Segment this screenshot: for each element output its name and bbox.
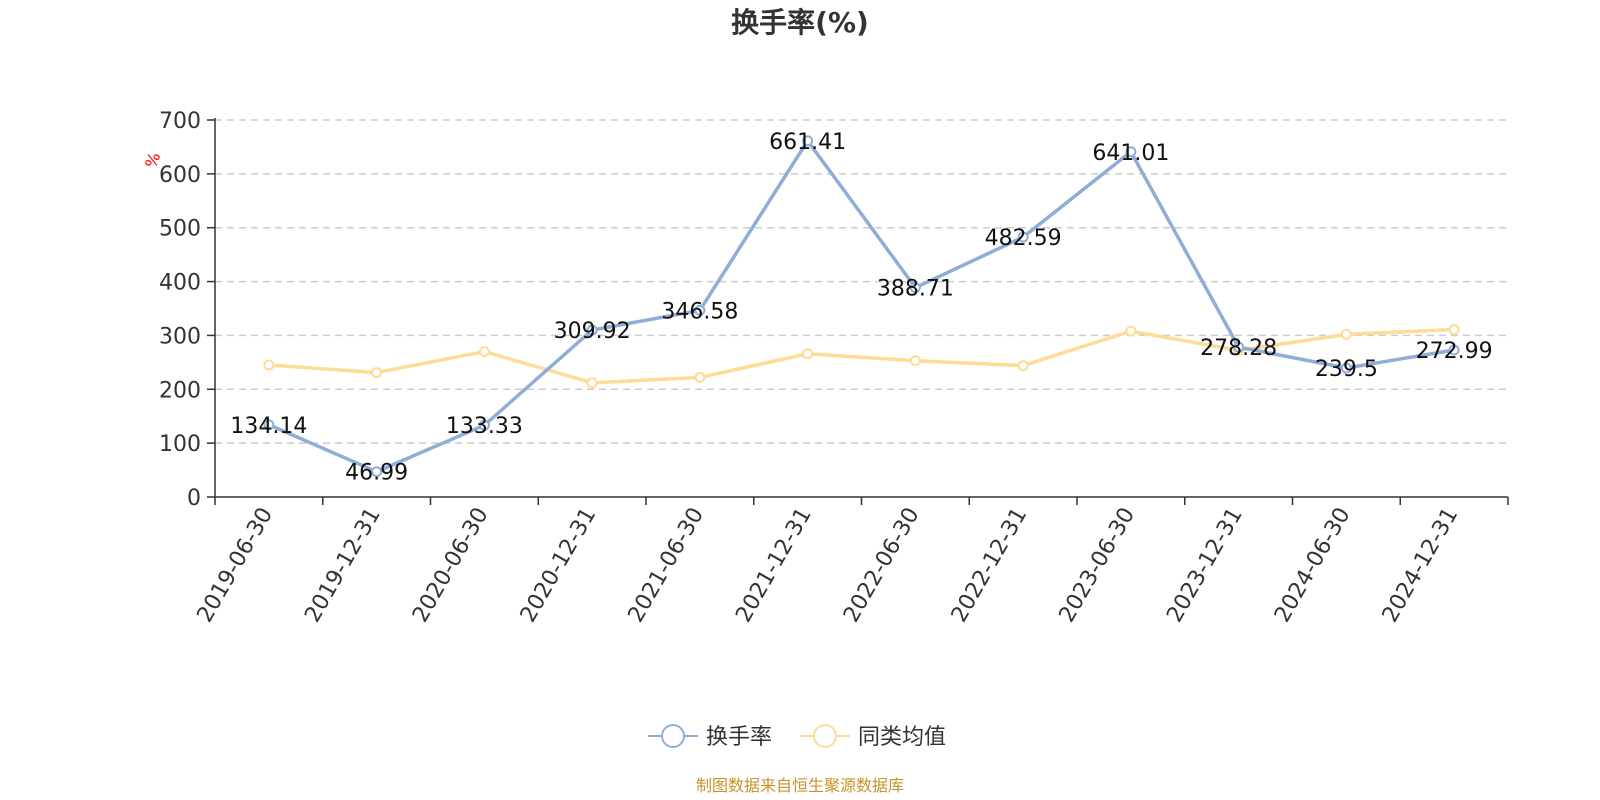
data-point xyxy=(586,324,598,336)
data-point xyxy=(909,282,921,294)
x-tick-label: 2020-06-30 xyxy=(408,504,494,627)
data-point xyxy=(1125,146,1137,158)
data-point xyxy=(1448,324,1460,336)
x-tick-label: 2020-12-31 xyxy=(516,504,602,627)
x-tick-label: 2023-06-30 xyxy=(1054,504,1140,627)
gridlines xyxy=(215,119,1508,444)
legend-marker xyxy=(813,724,837,748)
data-point xyxy=(1017,231,1029,243)
data-label: 641.01 xyxy=(1092,141,1169,166)
data-point xyxy=(1448,344,1460,356)
y-tick-label: 400 xyxy=(159,271,201,296)
data-label: 239.5 xyxy=(1315,357,1378,382)
x-tick-label: 2023-12-31 xyxy=(1162,504,1248,627)
data-point xyxy=(586,377,598,389)
data-labels: 134.14 46.99 133.33 309.92 346.58 661.41 388.7… xyxy=(230,130,1492,486)
axes xyxy=(214,118,1508,498)
y-tick-label: 500 xyxy=(159,217,201,242)
x-tick-label: 2021-06-30 xyxy=(623,504,709,627)
data-label: 346.58 xyxy=(661,299,738,324)
y-tick-label: 0 xyxy=(187,486,201,511)
data-point xyxy=(1125,325,1137,337)
data-label: 272.99 xyxy=(1416,339,1493,364)
y-tick-label: 200 xyxy=(159,378,201,403)
data-point xyxy=(909,355,921,367)
data-point xyxy=(263,419,275,431)
x-tick-label: 2019-06-30 xyxy=(192,504,278,627)
y-axis-unit: % xyxy=(141,150,164,171)
data-point xyxy=(371,466,383,478)
x-axis-ticks: 2019-06-30 2019-12-31 2020-06-30 2020-12-31… xyxy=(192,497,1509,627)
legend: 换手率 同类均值 xyxy=(648,724,946,750)
series-line xyxy=(268,327,1455,385)
legend-label: 同类均值 xyxy=(858,725,946,750)
data-point xyxy=(802,348,814,360)
y-axis-ticks: 0 100 200 300 400 500 600 700 xyxy=(159,109,215,511)
data-point xyxy=(371,367,383,379)
data-label: 133.33 xyxy=(446,414,523,439)
data-label: 134.14 xyxy=(230,414,307,439)
data-point xyxy=(478,346,490,358)
data-point xyxy=(1017,360,1029,372)
legend-marker xyxy=(661,724,685,748)
series-lines xyxy=(263,135,1460,478)
y-tick-label: 600 xyxy=(159,163,201,188)
x-tick-label: 2021-12-31 xyxy=(731,504,817,627)
data-point xyxy=(802,135,814,147)
y-tick-label: 100 xyxy=(159,432,201,457)
data-label: 661.41 xyxy=(769,130,846,155)
series-line xyxy=(268,139,1455,474)
data-label: 46.99 xyxy=(345,461,408,486)
data-point xyxy=(1340,362,1352,374)
legend-label: 换手率 xyxy=(706,725,772,750)
x-tick-label: 2019-12-31 xyxy=(300,504,386,627)
x-tick-label: 2022-12-31 xyxy=(947,504,1033,627)
data-label: 278.28 xyxy=(1200,336,1277,361)
data-point xyxy=(263,359,275,371)
source-note: 制图数据来自恒生聚源数据库 xyxy=(696,776,904,795)
data-label: 482.59 xyxy=(985,226,1062,251)
x-tick-label: 2022-06-30 xyxy=(839,504,925,627)
data-point xyxy=(1340,328,1352,340)
data-point xyxy=(694,304,706,316)
data-point xyxy=(694,371,706,383)
data-label: 309.92 xyxy=(554,319,631,344)
data-point xyxy=(1233,341,1245,353)
chart-title: 换手率(%) xyxy=(731,6,869,39)
data-label: 388.71 xyxy=(877,277,954,302)
y-tick-label: 300 xyxy=(159,324,201,349)
x-tick-label: 2024-12-31 xyxy=(1378,504,1464,627)
data-point xyxy=(478,419,490,431)
y-tick-label: 700 xyxy=(159,109,201,134)
x-tick-label: 2024-06-30 xyxy=(1270,504,1356,627)
